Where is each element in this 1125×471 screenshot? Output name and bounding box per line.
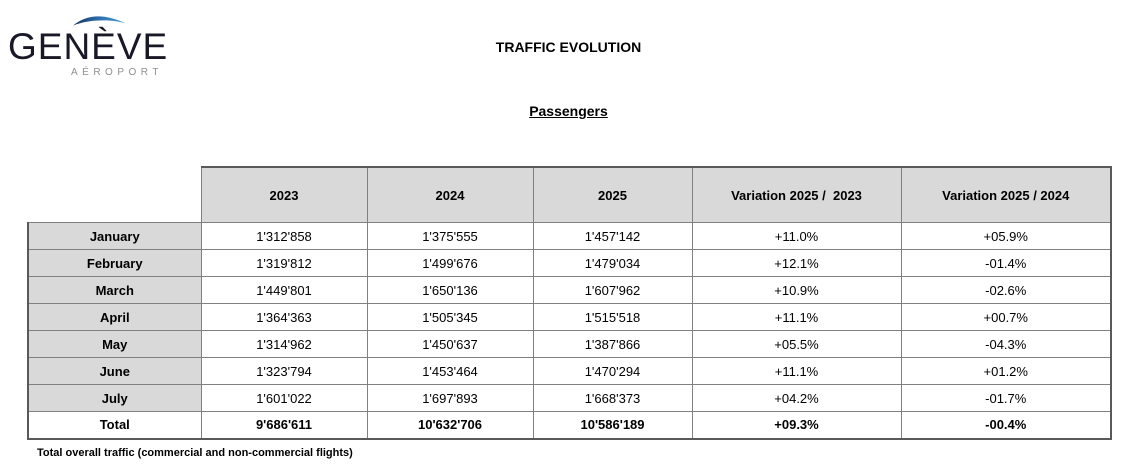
cell-variation-2023: +09.3%: [691, 411, 902, 440]
cell-2024: 1'450'637: [366, 330, 534, 358]
cell-2025: 1'668'373: [532, 384, 693, 412]
table-row: June 1'323'794 1'453'464 1'470'294 +11.1…: [27, 357, 1112, 385]
cell-variation-2023: +04.2%: [691, 384, 902, 412]
cell-2023: 9'686'611: [200, 411, 368, 440]
cell-2025: 10'586'189: [532, 411, 693, 440]
cell-2024: 10'632'706: [366, 411, 534, 440]
cell-variation-2024: -02.6%: [900, 276, 1112, 304]
cell-variation-2023: +12.1%: [691, 249, 902, 277]
cell-2024: 1'505'345: [366, 303, 534, 331]
col-header-2023: 2023: [200, 166, 368, 223]
cell-variation-2023: +11.1%: [691, 357, 902, 385]
cell-2023: 1'323'794: [200, 357, 368, 385]
logo-subtitle: AÉROPORT: [71, 67, 163, 78]
table-row: March 1'449'801 1'650'136 1'607'962 +10.…: [27, 276, 1112, 304]
cell-2023: 1'319'812: [200, 249, 368, 277]
cell-2025: 1'470'294: [532, 357, 693, 385]
table-row: May 1'314'962 1'450'637 1'387'866 +05.5%…: [27, 330, 1112, 358]
col-header-2024: 2024: [366, 166, 534, 223]
logo-wordmark: GENÈVE: [8, 26, 169, 67]
cell-variation-2023: +10.9%: [691, 276, 902, 304]
cell-2024: 1'650'136: [366, 276, 534, 304]
cell-2025: 1'479'034: [532, 249, 693, 277]
page-title: TRAFFIC EVOLUTION: [495, 39, 642, 55]
cell-2025: 1'607'962: [532, 276, 693, 304]
table-row-total: Total 9'686'611 10'632'706 10'586'189 +0…: [27, 411, 1112, 440]
col-header-variation-2025-2023: Variation 2025 / 2023: [691, 166, 902, 223]
cell-variation-2024: +00.7%: [900, 303, 1112, 331]
cell-variation-2024: -04.3%: [900, 330, 1112, 358]
subtitle-row: Passengers: [27, 103, 1110, 121]
cell-2023: 1'449'801: [200, 276, 368, 304]
footnote: Total overall traffic (commercial and no…: [37, 447, 353, 459]
cell-2024: 1'453'464: [366, 357, 534, 385]
cell-2025: 1'387'866: [532, 330, 693, 358]
table-row: January 1'312'858 1'375'555 1'457'142 +1…: [27, 222, 1112, 250]
cell-2023: 1'601'022: [200, 384, 368, 412]
cell-2024: 1'499'676: [366, 249, 534, 277]
table-header-row: 2023 2024 2025 Variation 2025 / 2023 Var…: [28, 166, 1112, 223]
title-row: TRAFFIC EVOLUTION: [27, 39, 1110, 57]
row-label: February: [27, 249, 202, 277]
row-label: May: [27, 330, 202, 358]
col-header-variation-2025-2024: Variation 2025 / 2024: [900, 166, 1112, 223]
cell-variation-2023: +11.0%: [691, 222, 902, 250]
cell-variation-2023: +11.1%: [691, 303, 902, 331]
cell-variation-2024: -00.4%: [900, 411, 1112, 440]
cell-variation-2024: -01.4%: [900, 249, 1112, 277]
cell-variation-2024: +05.9%: [900, 222, 1112, 250]
row-label: April: [27, 303, 202, 331]
table-row: February 1'319'812 1'499'676 1'479'034 +…: [27, 249, 1112, 277]
corner-cell: [28, 167, 201, 223]
row-label: January: [27, 222, 202, 250]
row-label: July: [27, 384, 202, 412]
col-header-2025: 2025: [532, 166, 693, 223]
cell-2024: 1'697'893: [366, 384, 534, 412]
cell-2023: 1'364'363: [200, 303, 368, 331]
row-label: Total: [27, 411, 202, 440]
traffic-table: 2023 2024 2025 Variation 2025 / 2023 Var…: [27, 166, 1112, 440]
row-label: June: [27, 357, 202, 385]
geneve-airport-logo: GENÈVE AÉROPORT: [8, 16, 208, 78]
table-row: July 1'601'022 1'697'893 1'668'373 +04.2…: [27, 384, 1112, 412]
cell-2024: 1'375'555: [366, 222, 534, 250]
cell-variation-2024: -01.7%: [900, 384, 1112, 412]
table-row: April 1'364'363 1'505'345 1'515'518 +11.…: [27, 303, 1112, 331]
swoosh-icon: [73, 16, 126, 26]
cell-2023: 1'312'858: [200, 222, 368, 250]
cell-variation-2024: +01.2%: [900, 357, 1112, 385]
cell-variation-2023: +05.5%: [691, 330, 902, 358]
row-label: March: [27, 276, 202, 304]
cell-2025: 1'515'518: [532, 303, 693, 331]
section-title: Passengers: [529, 103, 608, 119]
cell-2025: 1'457'142: [532, 222, 693, 250]
cell-2023: 1'314'962: [200, 330, 368, 358]
